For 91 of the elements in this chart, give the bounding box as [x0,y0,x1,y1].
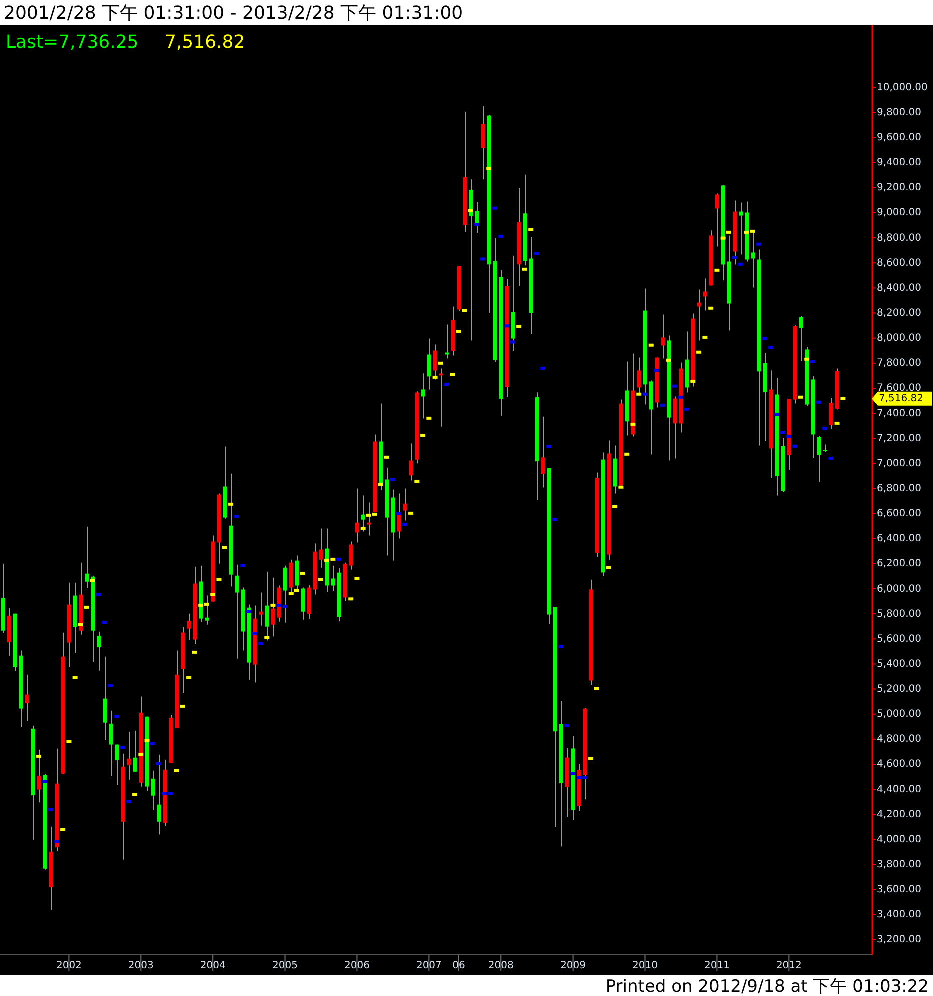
y-tick-label: 6,000.00 [877,584,922,595]
candlestick [410,443,414,482]
candlestick [818,436,822,483]
chart-title: 2001/2/28 下午 01:31:00 - 2013/2/28 下午 01:31:00 [4,3,464,24]
y-tick-label: 4,200.00 [877,809,922,820]
candlestick [422,373,426,420]
x-tick-label: 2007 [416,960,442,972]
x-tick-label: 2004 [200,960,226,972]
y-tick-label: 9,200.00 [877,182,922,194]
candlestick [698,289,702,342]
candlestick [86,526,90,590]
y-tick-label: 5,400.00 [877,658,922,670]
x-tick-label: 06 [452,960,466,972]
candlestick [356,488,360,544]
y-tick-label: 4,800.00 [877,734,922,746]
y-tick-label: 9,400.00 [877,158,922,169]
y-tick-label: 8,600.00 [877,258,922,269]
y-tick-label: 8,200.00 [877,308,922,320]
candlestick [110,710,114,778]
y-tick-label: 4,000.00 [877,834,922,846]
candlestick [302,587,306,620]
x-tick-label: 2009 [560,960,586,972]
candlestick [704,278,708,312]
point [660,404,666,407]
candlestick [662,314,666,360]
candlestick [638,357,642,394]
candlestick [446,324,450,360]
candlestick [26,674,30,722]
x-tick-label: 2005 [272,960,298,972]
y-tick-label: 5,600.00 [877,634,922,645]
candlestick [116,744,120,786]
x-tick-label: 2002 [56,960,82,972]
y-tick-label: 3,200.00 [877,934,922,946]
candlestick [158,754,162,836]
y-tick-label: 3,400.00 [877,910,922,921]
y-tick-label: 4,400.00 [877,784,922,796]
candlestick [134,730,138,774]
candlestick [206,595,210,626]
y-tick-label: 6,200.00 [877,558,922,570]
candlestick [830,398,834,430]
candlestick [98,631,102,672]
y-tick-label: 5,800.00 [877,608,922,620]
y-tick-label: 8,400.00 [877,282,922,294]
y-tick-label: 6,800.00 [877,483,922,494]
y-tick-label: 3,800.00 [877,859,922,870]
candlestick [368,502,372,536]
y-tick-label: 3,600.00 [877,884,922,896]
y-tick-label: 7,800.00 [877,358,922,370]
y-tick-label: 6,600.00 [877,508,922,520]
y-tick-label: 9,800.00 [877,107,922,118]
x-tick-label: 2012 [776,960,802,972]
text: Printed on 2012/9/18 at 下午 01:03:22 [606,977,929,996]
x-tick-label: 2011 [704,960,730,972]
y-tick-label: 5,000.00 [877,709,922,720]
y-tick-label: 8,800.00 [877,232,922,244]
x-tick-label: 2006 [344,960,370,972]
candlestick [188,613,192,642]
x-tick-label: 2008 [488,960,514,972]
x-tick-label: 2010 [632,960,658,972]
text: 7,516.82 [879,394,924,405]
y-tick-label: 9,600.00 [877,132,922,144]
candlestick [152,770,156,811]
y-tick-label: 8,000.00 [877,333,922,344]
candlestick [740,202,744,256]
candlestick [332,565,336,592]
candlestick [716,193,720,248]
y-tick-label: 9,000.00 [877,208,922,219]
candlestick [320,528,324,568]
candlestick [284,565,288,624]
y-tick-label: 6,400.00 [877,534,922,545]
candlestick [752,231,756,288]
candlestick [38,749,42,804]
y-tick-label: 7,400.00 [877,408,922,420]
y-tick-label: 5,200.00 [877,684,922,696]
candlestick [236,564,240,660]
annotation: 7,516.82 [165,32,246,53]
candlestick [800,316,804,362]
y-tick-label: 10,000.00 [877,82,928,94]
y-tick-label: 7,000.00 [877,458,922,470]
candlestick [404,488,408,522]
y-tick-label: 7,600.00 [877,383,922,394]
candlestick [350,541,354,570]
candlestick [542,416,546,488]
candlestick [272,577,276,638]
y-tick-label: 7,200.00 [877,433,922,444]
annotation: Last=7,736.25 [6,32,139,53]
y-tick-label: 4,600.00 [877,759,922,770]
candlestick [260,592,264,626]
candlestick [428,338,432,390]
x-tick-label: 2003 [128,960,154,972]
candlestick [128,731,132,780]
